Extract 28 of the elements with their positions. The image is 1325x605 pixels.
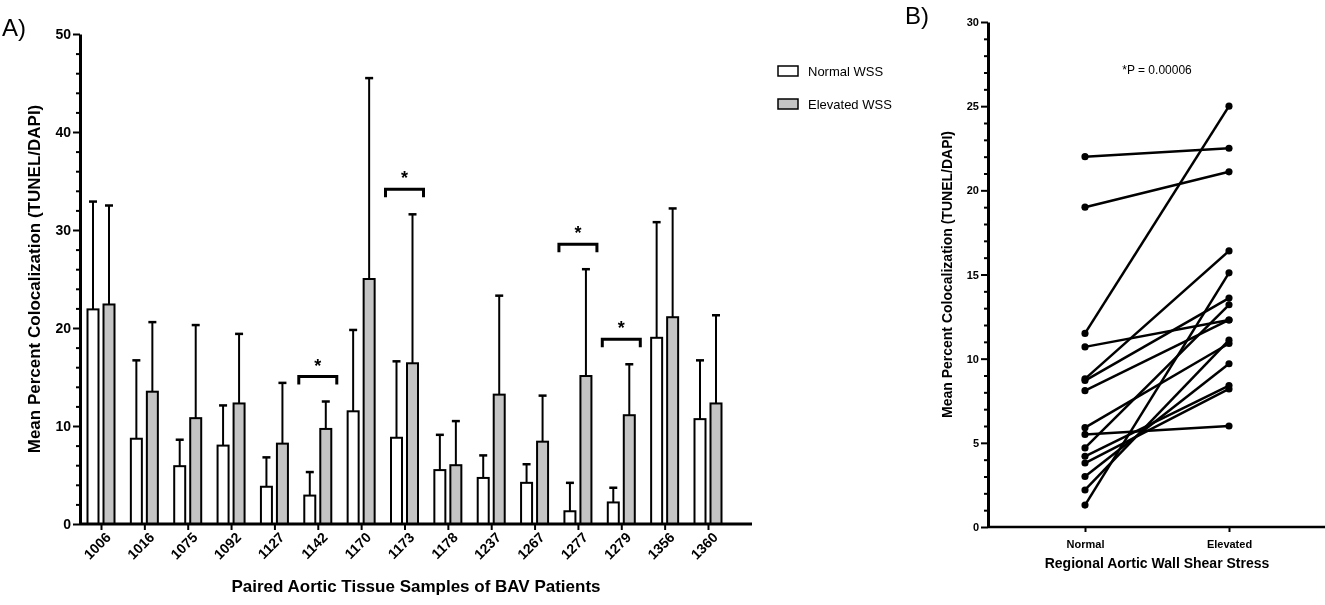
annotation: * <box>574 223 582 244</box>
text: A) <box>2 14 26 41</box>
y-tick-label: 50 <box>55 25 72 42</box>
annotation: * <box>400 168 409 189</box>
x-tick-label: Elevated <box>1206 538 1253 551</box>
y-tick-label: 40 <box>55 123 72 140</box>
y-tick-label: 20 <box>966 184 979 197</box>
y-tick-label: 0 <box>63 515 72 532</box>
y-tick-label: 10 <box>55 417 72 434</box>
text: B) <box>905 2 929 29</box>
x-tick-label: Normal <box>1066 538 1105 551</box>
annotation: *P = 0.00006 <box>1122 63 1193 77</box>
legend-label: Normal WSS <box>808 64 884 79</box>
annotation: * <box>617 318 625 339</box>
annotation: * <box>314 355 322 376</box>
y-axis-title: Mean Percent Colocalization (TUNEL/DAPI) <box>25 104 44 454</box>
y-tick-label: 15 <box>966 268 979 281</box>
y-tick-label: 20 <box>55 319 72 336</box>
y-tick-label: 30 <box>55 221 72 238</box>
y-tick-label: 5 <box>972 436 979 449</box>
y-tick-label: 25 <box>966 100 979 113</box>
y-tick-label: 10 <box>966 352 979 365</box>
legend-label: Elevated WSS <box>808 97 893 112</box>
x-axis-title: Paired Aortic Tissue Samples of BAV Patients <box>231 577 601 596</box>
x-axis-title: Regional Aortic Wall Shear Stress <box>1044 555 1270 571</box>
y-tick-label: 30 <box>966 16 979 29</box>
y-tick-label: 0 <box>972 521 979 534</box>
y-axis-title: Mean Percent Colocalization (TUNEL/DAPI) <box>939 130 955 419</box>
